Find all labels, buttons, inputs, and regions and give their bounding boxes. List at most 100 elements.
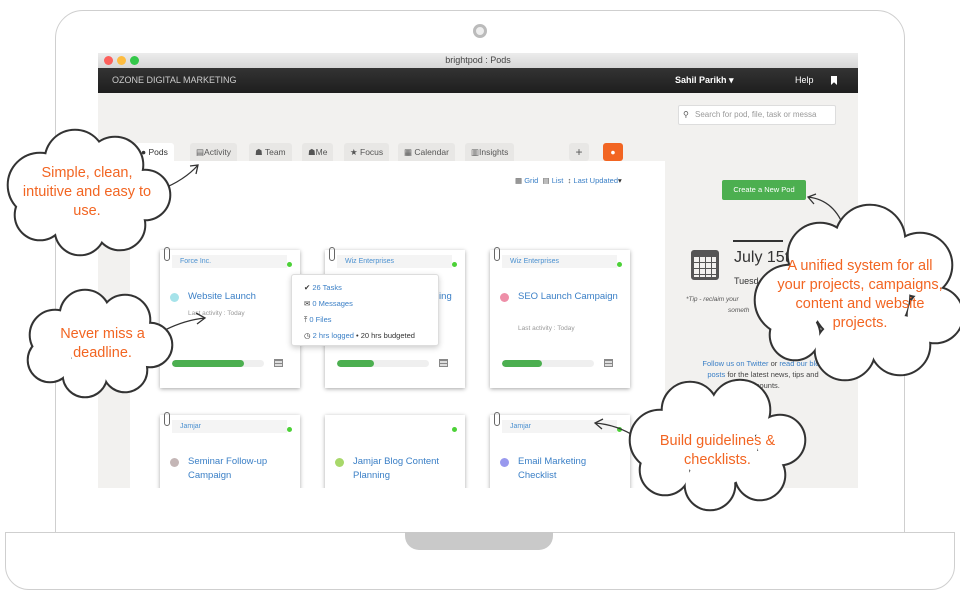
grid-view-button[interactable]: ▦ Grid	[515, 176, 538, 185]
paperclip-icon	[164, 247, 170, 261]
weekday: Tuesd	[734, 276, 759, 286]
star-icon: ★	[350, 147, 358, 157]
list-icon: ▤	[542, 176, 550, 185]
tasks-link[interactable]: 26 Tasks	[312, 283, 342, 292]
cloud-fill	[640, 445, 690, 495]
user-menu[interactable]: Sahil Parikh ▾	[675, 68, 734, 93]
calendar-icon: ▦	[404, 147, 413, 157]
grid-icon: ▦	[515, 176, 523, 185]
twitter-link[interactable]: Follow us on Twitter	[702, 359, 769, 368]
pod-card[interactable]: Jamjar Email Marketing Checklist Last ac…	[490, 412, 630, 488]
org-name[interactable]: OZONE DIGITAL MARKETING	[112, 75, 237, 85]
client-label[interactable]: Wiz Enterprises	[337, 255, 452, 268]
cloud-shape	[753, 203, 960, 382]
progress-fill	[172, 360, 244, 367]
pod-icon: ●	[610, 147, 616, 157]
tab-insights[interactable]: ▥Insights	[465, 143, 515, 161]
files-row: ⤒ 0 Files	[304, 315, 332, 325]
tab-label: Calendar	[414, 147, 449, 157]
pod-card[interactable]: Wiz Enterprises SEO Launch Campaign Last…	[490, 247, 630, 388]
client-label[interactable]: Force Inc.	[172, 255, 287, 268]
user-name: Sahil Parikh	[675, 75, 727, 85]
blog-link[interactable]: read our blog posts	[707, 359, 824, 379]
pod-name-link[interactable]: SEO Launch Campaign	[518, 291, 618, 302]
pod-color-dot	[335, 458, 344, 467]
tab-label: Activity	[204, 147, 231, 157]
app-screen: brightpod : Pods OZONE DIGITAL MARKETING…	[98, 53, 858, 488]
client-label[interactable]: Wiz Enterprises	[502, 255, 617, 268]
tab-me[interactable]: ☗Me	[302, 143, 334, 161]
status-dot	[287, 427, 292, 432]
summary-icon[interactable]	[439, 359, 448, 367]
budget-text: • 20 hrs budgeted	[353, 331, 415, 340]
cloud-fill	[75, 165, 145, 235]
follow-rest: for the latest news, tips and discounts.	[725, 370, 819, 390]
user-icon: ☗	[308, 147, 316, 157]
messages-link[interactable]: 0 Messages	[312, 299, 353, 308]
tab-label: Pods	[148, 147, 168, 157]
status-dot	[617, 262, 622, 267]
or-text: or	[768, 359, 780, 368]
callout-unified: A unified system for all your projects, …	[777, 258, 943, 331]
grid-label: Grid	[524, 176, 539, 185]
close-button[interactable]	[104, 56, 113, 65]
view-controls: ▦ Grid ▤ List ↕ Last Updated▾	[515, 176, 622, 185]
list-view-button[interactable]: ▤ List	[543, 176, 564, 185]
search-placeholder: Search for pod, file, task or messa	[695, 110, 817, 119]
pod-card[interactable]: Jamjar Blog Content Planning Last activi…	[325, 415, 465, 488]
maximize-button[interactable]	[130, 56, 139, 65]
window-title: brightpod : Pods	[445, 55, 511, 65]
sort-dropdown[interactable]: ↕ Last Updated▾	[568, 176, 622, 185]
pod-icon: ●	[141, 147, 147, 157]
tip-text-2: someth	[728, 307, 750, 314]
pod-name-link[interactable]: Email Marketing Checklist	[518, 456, 587, 481]
bookmark-icon[interactable]	[831, 76, 837, 85]
cloud-shape	[628, 378, 807, 512]
top-nav: OZONE DIGITAL MARKETING Sahil Parikh ▾ H…	[98, 68, 858, 93]
tasks-row: ✔ 26 Tasks	[304, 283, 342, 292]
progress-bar	[502, 360, 594, 367]
search-input[interactable]: ⚲ Search for pod, file, task or messa	[678, 105, 836, 125]
status-dot	[452, 427, 457, 432]
cloud-fill	[770, 310, 820, 360]
pod-color-dot	[170, 458, 179, 467]
tab-focus[interactable]: ★ Focus	[344, 143, 390, 161]
files-link[interactable]: 0 Files	[309, 315, 332, 324]
pod-name-link[interactable]: Seminar Follow-up Campaign	[188, 456, 268, 481]
add-button[interactable]: +	[569, 143, 589, 161]
create-pod-button[interactable]: Create a New Pod	[722, 180, 806, 200]
summary-icon[interactable]	[604, 359, 613, 367]
pod-summary-popover: ✔ 26 Tasks ✉ 0 Messages ⤒ 0 Files ◷ 2 hr…	[291, 274, 439, 346]
client-label[interactable]: Jamjar	[172, 420, 287, 433]
cloud-shape	[6, 128, 172, 257]
tab-team[interactable]: ☗ Team	[249, 143, 292, 161]
progress-bar	[337, 360, 429, 367]
client-label[interactable]: Jamjar	[502, 420, 617, 433]
pod-card[interactable]: Jamjar Seminar Follow-up Campaign Last a…	[160, 412, 300, 488]
arrow-icon	[164, 312, 207, 331]
date-heading: July 15th	[734, 249, 799, 266]
cloud-fill	[810, 245, 910, 345]
tab-calendar[interactable]: ▦ Calendar	[398, 143, 455, 161]
help-link[interactable]: Help	[795, 75, 814, 85]
callout-simple: Simple, clean, intuitive and easy to use…	[22, 165, 152, 219]
pod-card[interactable]: Force Inc. Website Launch Last activity …	[160, 247, 300, 388]
upload-icon: ⤒	[304, 315, 308, 324]
tab-activity[interactable]: ▤Activity	[190, 143, 237, 161]
summary-icon[interactable]	[274, 359, 283, 367]
minimize-button[interactable]	[117, 56, 126, 65]
chart-icon: ▥	[471, 147, 480, 157]
pod-name-link[interactable]: Jamjar Blog Content Planning	[353, 456, 440, 481]
tab-label: Team	[264, 147, 286, 157]
logged-link[interactable]: 2 hrs logged	[312, 331, 354, 340]
paperclip-icon	[494, 412, 500, 426]
laptop-notch	[405, 532, 553, 550]
paperclip-icon	[494, 247, 500, 261]
brightpod-button[interactable]: ●	[603, 143, 623, 161]
paperclip-icon	[329, 247, 335, 261]
tab-pods[interactable]: ● Pods	[135, 143, 174, 161]
activity-icon: ▤	[196, 147, 205, 157]
follow-text: Follow us on Twitter or read our blog po…	[698, 358, 828, 391]
pod-name-link[interactable]: Website Launch	[188, 291, 256, 302]
